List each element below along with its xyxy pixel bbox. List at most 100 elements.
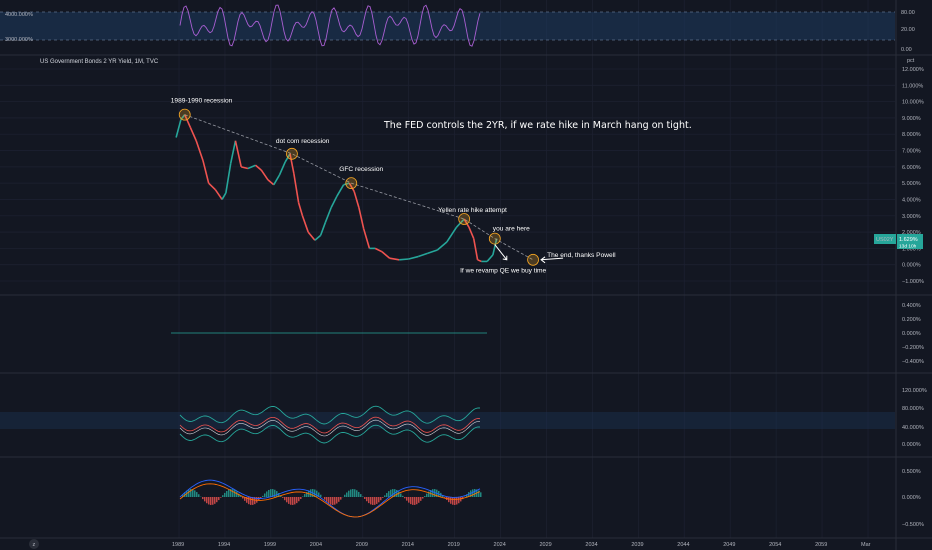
macd-histogram-bar — [284, 497, 286, 501]
rsi-line — [179, 4, 481, 47]
annotations: 1989-1990 recession dot com recession GFC … — [171, 98, 616, 275]
macd-histogram-bar — [414, 497, 416, 505]
bollinger-band — [179, 405, 481, 425]
trend-line — [184, 114, 534, 261]
macd-histogram-bar — [326, 497, 328, 502]
macd-histogram-bar — [338, 497, 340, 502]
macd-histogram-bar — [212, 497, 214, 505]
price-segment — [417, 252, 429, 258]
macd-histogram-bar — [296, 497, 298, 504]
macd-histogram-bar — [434, 489, 436, 497]
macd-histogram-bar — [272, 489, 274, 497]
macd-histogram-bar — [298, 497, 300, 502]
x-tick-label: 2019 — [448, 542, 460, 548]
price-segment — [468, 226, 475, 239]
x-tick-label: 1999 — [264, 542, 276, 548]
panel-3: 0.400% 0.200% 0.000% −0.200% −0.400% — [171, 303, 924, 365]
macd-histogram-bar — [318, 492, 320, 497]
panel-axis-label: −0.500% — [902, 522, 924, 528]
price-segment — [208, 182, 216, 191]
price-segment — [297, 202, 304, 216]
price-segment — [408, 255, 419, 260]
macd-histogram-bar — [352, 489, 354, 497]
macd-histogram-bar — [250, 497, 252, 505]
symbol-price: 1.629% — [899, 237, 918, 243]
macd-histogram-bar — [350, 489, 352, 497]
panel-axis-label: 0.000% — [902, 442, 921, 448]
macd-histogram-bar — [454, 497, 456, 505]
y-tick-label: 11.000% — [902, 83, 923, 89]
panel-5-macd: 0.500% 0.000% −0.500% — [179, 469, 924, 528]
panel-4-bollinger: 120.000% 80.000% 40.000% 0.000% — [0, 388, 927, 448]
macd-histogram-bar — [452, 497, 454, 505]
price-segment — [247, 164, 256, 170]
price-segment — [293, 173, 300, 203]
macd-histogram-bar — [280, 495, 282, 497]
macd-histogram-bar — [374, 497, 376, 505]
price-segment — [319, 222, 327, 236]
y-tick-label: 4.000% — [902, 197, 921, 203]
macd-histogram-bar — [320, 494, 322, 497]
macd-histogram-bar — [376, 497, 378, 504]
macd-histogram-bar — [224, 492, 226, 497]
macd-histogram-bar — [234, 490, 236, 497]
macd-histogram-bar — [226, 491, 228, 497]
macd-histogram-bar — [466, 494, 468, 497]
bottom-left-icon[interactable] — [29, 539, 39, 549]
macd-histogram-bar — [402, 495, 404, 497]
macd-histogram-bar — [194, 490, 196, 497]
macd-histogram-bar — [396, 489, 398, 497]
macd-histogram-bar — [420, 497, 422, 501]
annotation-marker — [458, 213, 471, 225]
macd-histogram-bar — [236, 491, 238, 497]
price-segment — [436, 241, 448, 251]
macd-histogram-bar — [386, 493, 388, 497]
x-tick-label: 2044 — [677, 542, 689, 548]
price-segment — [399, 258, 409, 261]
macd-histogram-bar — [248, 497, 250, 505]
price-segment — [427, 249, 438, 255]
macd-histogram-bar — [270, 489, 272, 497]
macd-histogram-bar — [260, 497, 262, 499]
price-segment — [477, 259, 482, 263]
macd-histogram-bar — [346, 492, 348, 497]
top-right-label-3: 0.00 — [901, 47, 912, 53]
x-tick-label: 2059 — [815, 542, 827, 548]
bollinger-band — [179, 419, 481, 437]
price-segment — [472, 238, 479, 260]
macd-histogram-bar — [474, 489, 476, 497]
macd-histogram-bar — [426, 493, 428, 497]
macd-histogram-bar — [282, 497, 284, 498]
price-segment — [214, 189, 223, 200]
price-segment — [229, 140, 237, 164]
y-tick-label: 7.000% — [902, 149, 921, 155]
price-segment — [330, 195, 338, 208]
panel-axis-label: 0.000% — [902, 331, 921, 337]
x-tick-label: 2024 — [494, 542, 506, 548]
macd-histogram-bar — [400, 493, 402, 497]
top-left-label-2: 3000.000% — [5, 37, 33, 43]
macd-histogram-bar — [324, 497, 326, 500]
rsi-band — [0, 12, 895, 40]
annotation-label: The end, thanks Powell — [547, 252, 616, 259]
macd-histogram-bar — [424, 496, 426, 497]
panel-axis-label: −0.200% — [902, 345, 924, 351]
y-tick-label: 3.000% — [902, 214, 921, 220]
macd-histogram-bar — [354, 489, 356, 497]
panel-axis-label: 80.000% — [902, 406, 924, 412]
macd-histogram-bar — [198, 494, 200, 497]
arrow-you-are-here — [494, 244, 508, 261]
price-segment — [184, 114, 192, 129]
macd-histogram-bar — [384, 495, 386, 497]
macd-histogram-bar — [214, 497, 216, 504]
price-segment — [241, 166, 249, 170]
macd-histogram-bar — [344, 494, 346, 497]
macd-histogram-bar — [208, 497, 210, 505]
price-segment — [175, 119, 182, 138]
macd-histogram-bar — [264, 493, 266, 497]
x-tick-label: 2004 — [310, 542, 322, 548]
y-tick-label: 5.000% — [902, 181, 921, 187]
macd-histogram-bar — [266, 491, 268, 497]
x-tick-label: Mar — [861, 542, 871, 548]
